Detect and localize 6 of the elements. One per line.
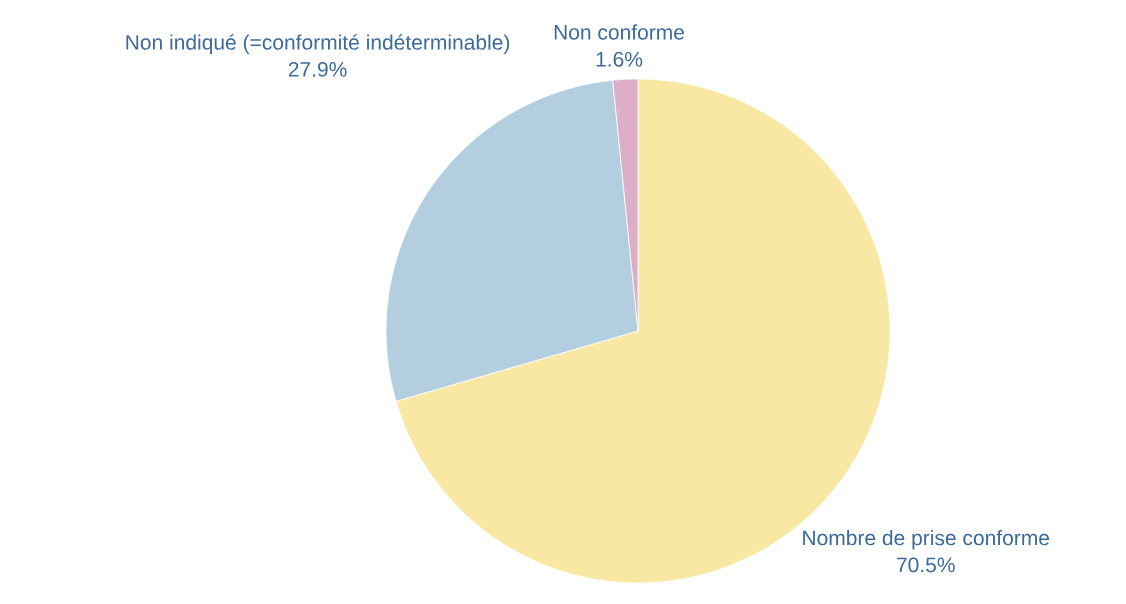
slice-label: Non indiqué (=conformité indéterminable) (126, 34, 510, 54)
slice-label: Nombre de prise conforme (803, 529, 1050, 550)
data-label: 1.6% (596, 51, 643, 67)
data-label: 70.5% (897, 557, 955, 573)
slice-label: Non conforme (554, 24, 684, 40)
data-label: 27.9% (288, 61, 347, 77)
